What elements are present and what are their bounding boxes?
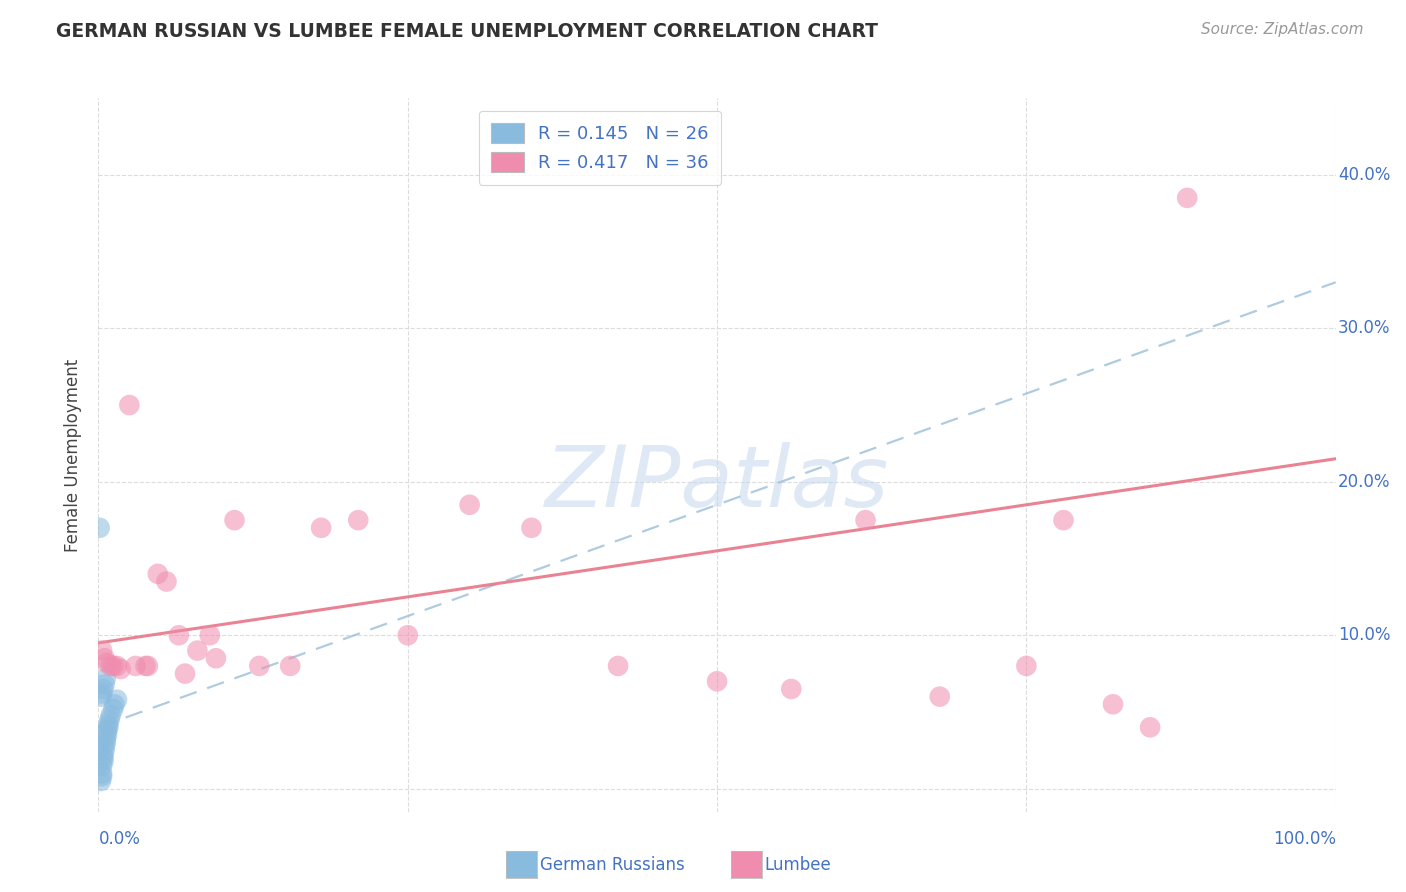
Point <box>91 766 114 780</box>
Point <box>97 720 120 734</box>
Point <box>105 659 128 673</box>
Text: 10.0%: 10.0% <box>1339 626 1391 644</box>
Point <box>91 687 114 701</box>
Point <box>458 498 481 512</box>
Point <box>98 713 121 727</box>
Point <box>706 674 728 689</box>
Point <box>224 513 246 527</box>
Point <box>136 659 159 673</box>
Text: Lumbee: Lumbee <box>765 856 831 874</box>
Point <box>93 651 115 665</box>
Text: 30.0%: 30.0% <box>1339 319 1391 337</box>
Point <box>855 513 877 527</box>
Point <box>174 666 197 681</box>
Point <box>93 677 115 691</box>
Point <box>396 628 419 642</box>
Point <box>347 513 370 527</box>
Point <box>93 751 115 765</box>
Point <box>91 643 114 657</box>
Point <box>278 659 301 673</box>
Point <box>520 521 543 535</box>
Point <box>607 659 630 673</box>
Point <box>186 643 208 657</box>
Point <box>96 656 118 670</box>
Text: 40.0%: 40.0% <box>1339 166 1391 184</box>
Y-axis label: Female Unemployment: Female Unemployment <box>63 359 82 551</box>
Text: 100.0%: 100.0% <box>1272 830 1336 848</box>
Text: 0.0%: 0.0% <box>98 830 141 848</box>
Point <box>110 662 132 676</box>
Point <box>205 651 228 665</box>
Point <box>97 717 120 731</box>
Legend: R = 0.145   N = 26, R = 0.417   N = 36: R = 0.145 N = 26, R = 0.417 N = 36 <box>478 111 721 185</box>
Point <box>118 398 141 412</box>
Point <box>93 743 115 757</box>
Point <box>780 681 803 696</box>
Point <box>103 659 125 673</box>
Point <box>309 521 332 535</box>
Point <box>93 739 115 753</box>
Text: GERMAN RUSSIAN VS LUMBEE FEMALE UNEMPLOYMENT CORRELATION CHART: GERMAN RUSSIAN VS LUMBEE FEMALE UNEMPLOY… <box>56 22 879 41</box>
Point <box>134 659 156 673</box>
Point <box>94 736 117 750</box>
Point <box>89 521 111 535</box>
Point <box>94 671 117 685</box>
Text: Source: ZipAtlas.com: Source: ZipAtlas.com <box>1201 22 1364 37</box>
Point <box>247 659 270 673</box>
Point <box>928 690 950 704</box>
Text: 20.0%: 20.0% <box>1339 473 1391 491</box>
Point <box>94 731 117 745</box>
Point <box>1052 513 1074 527</box>
Point <box>90 774 112 789</box>
Point <box>105 692 128 706</box>
Point <box>91 758 114 772</box>
Point <box>103 702 125 716</box>
Point <box>91 769 114 783</box>
Point <box>146 566 169 581</box>
Point <box>198 628 221 642</box>
Point <box>93 681 115 696</box>
Point <box>1102 698 1125 712</box>
Point <box>100 708 122 723</box>
Point <box>96 723 118 738</box>
Point <box>1139 720 1161 734</box>
Point <box>124 659 146 673</box>
Point <box>93 747 115 762</box>
Point <box>96 728 118 742</box>
Point <box>1175 191 1198 205</box>
Point <box>93 754 115 768</box>
Text: German Russians: German Russians <box>540 856 685 874</box>
Point <box>167 628 190 642</box>
Point <box>100 659 122 673</box>
Text: ZIPatlas: ZIPatlas <box>546 442 889 525</box>
Point <box>103 698 125 712</box>
Point <box>90 690 112 704</box>
Point <box>1015 659 1038 673</box>
Point <box>155 574 177 589</box>
